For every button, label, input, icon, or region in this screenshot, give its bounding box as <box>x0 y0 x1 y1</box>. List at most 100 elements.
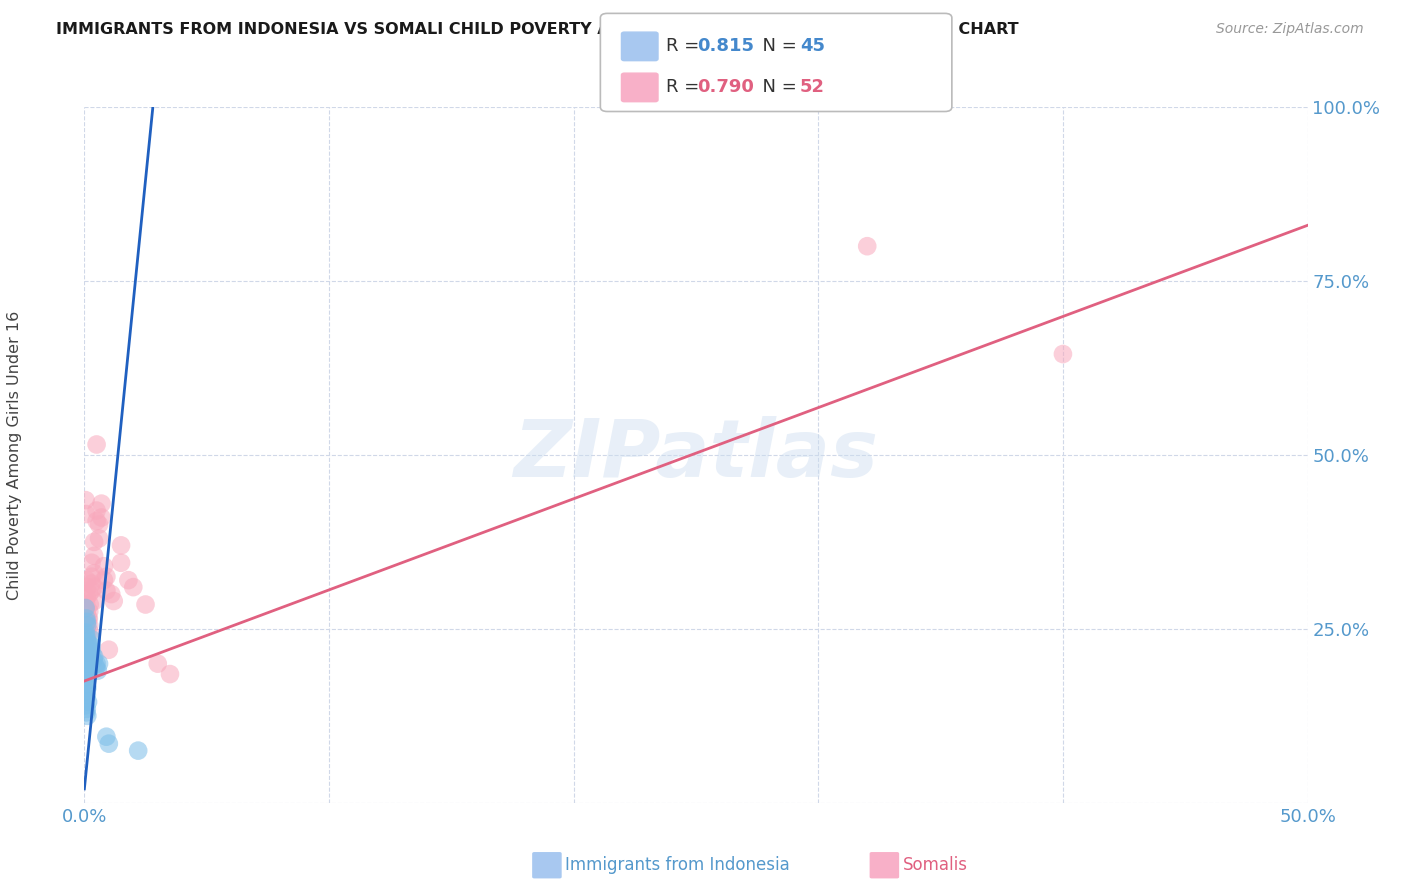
Text: 0.790: 0.790 <box>697 78 754 96</box>
Point <box>77 657 100 671</box>
Text: N =: N = <box>751 37 803 55</box>
Text: Source: ZipAtlas.com: Source: ZipAtlas.com <box>1216 22 1364 37</box>
Point <box>122 580 145 594</box>
Point <box>96 583 118 598</box>
Point <box>75 657 97 671</box>
Point <box>76 632 98 647</box>
Point <box>75 677 97 691</box>
Point <box>86 503 108 517</box>
Point <box>87 532 110 546</box>
Point <box>90 497 112 511</box>
Point <box>93 573 115 587</box>
Point <box>77 618 100 632</box>
Point <box>87 657 110 671</box>
Point <box>159 667 181 681</box>
Point <box>76 605 98 619</box>
Point <box>86 437 108 451</box>
Text: N =: N = <box>751 78 803 96</box>
Point <box>1052 347 1074 361</box>
Text: R =: R = <box>666 37 706 55</box>
Point <box>103 594 125 608</box>
Point <box>76 653 98 667</box>
Point <box>96 570 118 584</box>
Point <box>82 646 104 660</box>
Point <box>127 744 149 758</box>
Point <box>100 587 122 601</box>
Point <box>93 559 115 574</box>
Point <box>110 556 132 570</box>
Point <box>76 632 98 647</box>
Point <box>146 657 169 671</box>
Point <box>83 549 105 563</box>
Point <box>87 664 110 678</box>
Text: 0.815: 0.815 <box>697 37 755 55</box>
Point <box>75 684 97 698</box>
Point <box>83 535 105 549</box>
Point <box>76 618 98 632</box>
Point <box>86 657 108 671</box>
Point <box>77 667 100 681</box>
Point <box>75 611 97 625</box>
Point <box>75 649 97 664</box>
Point <box>75 493 97 508</box>
Point <box>76 688 98 702</box>
Point <box>76 660 98 674</box>
Point <box>80 583 103 598</box>
Y-axis label: Child Poverty Among Girls Under 16: Child Poverty Among Girls Under 16 <box>7 310 22 599</box>
Point <box>77 653 100 667</box>
Point <box>76 615 98 629</box>
Point <box>76 646 98 660</box>
Point <box>76 681 98 695</box>
Point <box>77 642 100 657</box>
Point <box>97 737 120 751</box>
Point <box>83 653 105 667</box>
Text: ZIPatlas: ZIPatlas <box>513 416 879 494</box>
Point <box>86 514 108 528</box>
Point <box>80 570 103 584</box>
Point <box>117 573 139 587</box>
Point <box>96 730 118 744</box>
Point <box>83 580 105 594</box>
Point <box>80 632 103 647</box>
Text: 45: 45 <box>800 37 825 55</box>
Point <box>75 625 97 640</box>
Point <box>77 611 100 625</box>
Point <box>77 695 100 709</box>
Point <box>75 664 97 678</box>
Point <box>110 538 132 552</box>
Text: R =: R = <box>666 78 706 96</box>
Point <box>76 591 98 605</box>
Point <box>75 691 97 706</box>
Point <box>76 702 98 716</box>
Point <box>75 598 97 612</box>
Point <box>77 649 100 664</box>
Point <box>97 642 120 657</box>
Point <box>75 698 97 713</box>
Point <box>80 576 103 591</box>
Point <box>76 646 98 660</box>
Text: Immigrants from Indonesia: Immigrants from Indonesia <box>565 856 790 874</box>
Text: Somalis: Somalis <box>903 856 967 874</box>
Point <box>79 646 101 660</box>
Point <box>75 639 97 653</box>
Point <box>77 611 100 625</box>
Point <box>76 573 98 587</box>
Point <box>83 594 105 608</box>
Point <box>76 708 98 723</box>
Point <box>75 601 97 615</box>
Point <box>856 239 879 253</box>
Point <box>76 580 98 594</box>
Point <box>75 642 97 657</box>
Point <box>77 605 100 619</box>
Text: IMMIGRANTS FROM INDONESIA VS SOMALI CHILD POVERTY AMONG GIRLS UNDER 16 CORRELATI: IMMIGRANTS FROM INDONESIA VS SOMALI CHIL… <box>56 22 1019 37</box>
Point <box>76 674 98 689</box>
Text: 52: 52 <box>800 78 825 96</box>
Point <box>87 517 110 532</box>
Point <box>77 587 100 601</box>
Point <box>135 598 157 612</box>
Point <box>75 629 97 643</box>
Point <box>84 660 107 674</box>
Point <box>75 671 97 685</box>
Point <box>83 649 105 664</box>
Point <box>75 507 97 521</box>
